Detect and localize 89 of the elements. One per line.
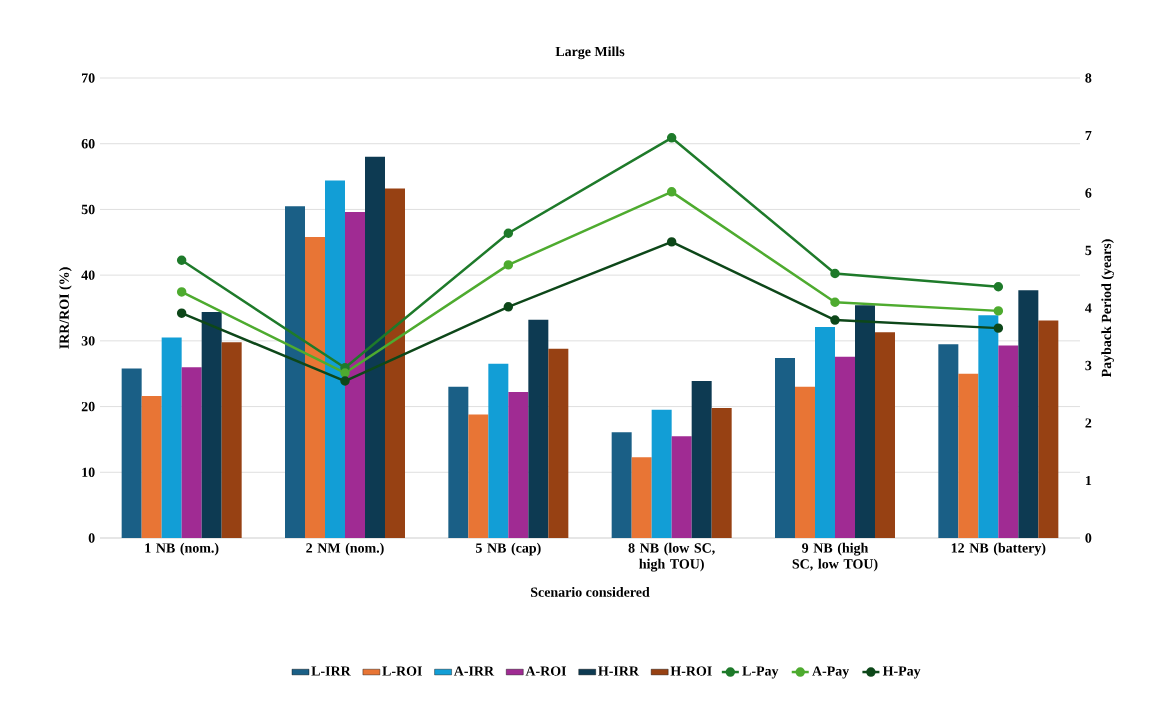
y2-tick-label: 0 bbox=[1085, 533, 1092, 543]
point bbox=[176, 308, 187, 318]
y2-tick-label: 1 bbox=[1085, 475, 1092, 486]
legend-label: L-IRR bbox=[311, 666, 351, 676]
y-tick-label: 30 bbox=[81, 336, 95, 346]
legend-label: L-Pay bbox=[742, 666, 779, 679]
y2-tick-label: 3 bbox=[1085, 360, 1092, 371]
bar bbox=[201, 311, 222, 538]
y2-tick-label: 7 bbox=[1085, 130, 1092, 141]
bar bbox=[141, 396, 162, 538]
bar bbox=[305, 237, 325, 538]
bar bbox=[631, 457, 652, 538]
legend-label: A-IRR bbox=[453, 666, 495, 676]
point bbox=[176, 255, 187, 266]
y-tick-label: 60 bbox=[81, 139, 95, 149]
x-tick-label: 2 NM (nom.) bbox=[306, 542, 384, 556]
bar bbox=[365, 156, 385, 538]
bar bbox=[161, 337, 182, 538]
bar bbox=[691, 380, 712, 538]
point bbox=[176, 287, 187, 297]
legend-label: H-Pay bbox=[882, 666, 921, 679]
y-tick-label: 20 bbox=[81, 401, 95, 412]
y2-axis-title: Payback Period (years) bbox=[1101, 239, 1115, 378]
point bbox=[993, 281, 1004, 292]
bar bbox=[711, 407, 732, 538]
y-tick-label: 0 bbox=[88, 533, 95, 543]
y2-tick-label: 4 bbox=[1085, 303, 1092, 313]
bar bbox=[815, 327, 835, 538]
bar bbox=[978, 315, 999, 538]
bar bbox=[468, 414, 489, 538]
bar bbox=[651, 409, 672, 538]
bar bbox=[1018, 290, 1039, 538]
y-tick-label: 50 bbox=[81, 204, 95, 215]
legend-label: A-Pay bbox=[812, 666, 850, 679]
x-axis-title: Scenario considered bbox=[531, 587, 650, 597]
point bbox=[666, 237, 677, 247]
y-axis-title: IRR/ROI (%) bbox=[59, 267, 72, 349]
bar bbox=[671, 436, 692, 538]
y2-tick-label: 8 bbox=[1085, 73, 1092, 83]
point bbox=[830, 268, 840, 279]
point bbox=[993, 323, 1004, 333]
bar bbox=[385, 188, 405, 538]
bar bbox=[855, 305, 875, 538]
point bbox=[666, 187, 677, 197]
x-tick-label: 9 NB (high SC, low TOU) bbox=[792, 542, 878, 572]
x-tick-label: 8 NB (low SC, high TOU) bbox=[628, 542, 715, 572]
legend-label: H-IRR bbox=[598, 666, 640, 676]
point bbox=[503, 260, 514, 270]
point bbox=[340, 368, 350, 378]
bar bbox=[325, 180, 345, 538]
bar bbox=[121, 368, 142, 538]
point bbox=[340, 376, 350, 386]
bar bbox=[611, 432, 632, 538]
bar bbox=[548, 348, 569, 538]
bar bbox=[345, 212, 365, 538]
bar bbox=[938, 344, 959, 538]
bar bbox=[528, 319, 549, 538]
bar bbox=[508, 392, 529, 538]
bar bbox=[775, 357, 795, 538]
bar bbox=[488, 363, 509, 538]
chart-title: Large Mills bbox=[555, 46, 625, 60]
bar bbox=[285, 206, 305, 538]
point bbox=[503, 228, 514, 238]
bar bbox=[998, 345, 1019, 538]
point bbox=[993, 306, 1004, 316]
x-tick-label: 1 NB (nom.) bbox=[145, 542, 219, 556]
bar bbox=[221, 342, 242, 538]
point bbox=[666, 133, 677, 143]
y2-tick-label: 2 bbox=[1085, 418, 1092, 428]
legend-label: A-ROI bbox=[525, 666, 567, 676]
legend-label: L-ROI bbox=[382, 666, 422, 676]
bar bbox=[448, 386, 469, 538]
legend-label: H-ROI bbox=[670, 666, 712, 676]
y-tick-label: 10 bbox=[82, 467, 95, 477]
x-tick-label: 12 NB (battery) bbox=[951, 542, 1046, 556]
bar bbox=[875, 332, 895, 538]
bar bbox=[795, 386, 815, 538]
y-tick-label: 70 bbox=[82, 73, 95, 83]
bar bbox=[835, 356, 855, 538]
bar bbox=[1038, 320, 1059, 538]
point bbox=[830, 315, 840, 325]
y2-tick-label: 5 bbox=[1085, 245, 1092, 256]
bar bbox=[958, 373, 979, 538]
y-tick-label: 40 bbox=[81, 270, 95, 280]
y2-tick-label: 6 bbox=[1085, 188, 1092, 198]
bar bbox=[181, 367, 202, 538]
point bbox=[830, 297, 840, 307]
point bbox=[503, 302, 514, 312]
x-tick-label: 5 NB (cap) bbox=[475, 542, 541, 556]
